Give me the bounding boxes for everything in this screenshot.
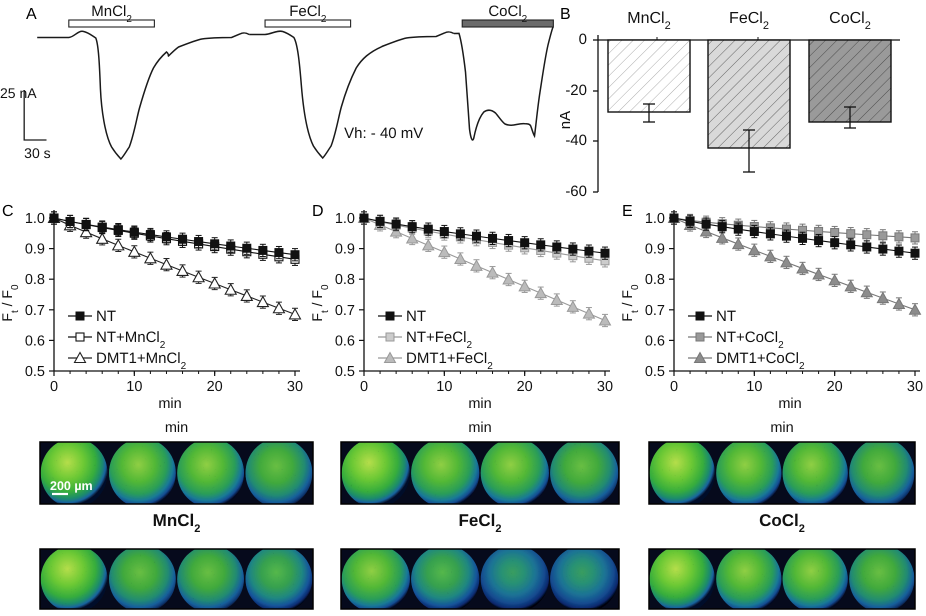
svg-text:min: min	[165, 420, 188, 436]
svg-text:200 µm: 200 µm	[50, 479, 93, 493]
svg-text:min: min	[468, 420, 491, 436]
svg-text:min: min	[770, 420, 793, 436]
svg-text:MnCl2: MnCl2	[153, 511, 201, 535]
svg-text:CoCl2: CoCl2	[759, 511, 805, 535]
svg-text:FeCl2: FeCl2	[459, 511, 502, 535]
